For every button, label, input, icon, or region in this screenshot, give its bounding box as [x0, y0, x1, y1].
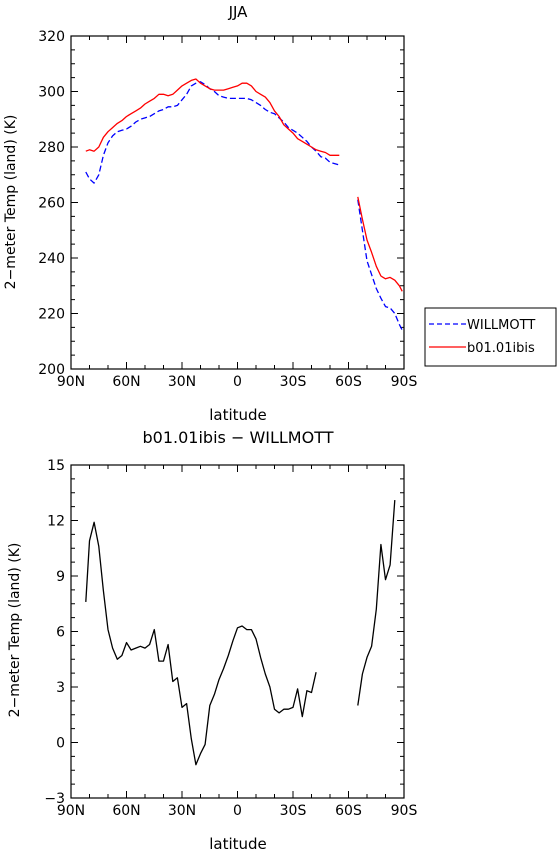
bottom-y-tick-label: 12 — [47, 514, 65, 530]
bottom-x-tick-label: 90S — [391, 803, 418, 819]
bottom-y-tick-label: 15 — [47, 458, 65, 474]
top-y-tick-label: 260 — [38, 196, 65, 212]
bottom-x-tick-label: 0 — [233, 803, 242, 819]
top-chart-series — [85, 78, 403, 331]
top-x-tick-label: 30N — [168, 374, 196, 390]
bottom-y-tick-label: 6 — [56, 625, 65, 641]
bottom-x-tick-label: 90N — [57, 803, 85, 819]
bottom-chart-series — [85, 500, 396, 766]
bottom-chart-frame — [70, 464, 405, 799]
top-x-tick-label: 90S — [391, 374, 418, 390]
bottom-y-tick-label: 3 — [56, 680, 65, 696]
legend-box — [424, 307, 557, 367]
top-y-tick-label: 240 — [38, 251, 65, 267]
bottom-chart-title: b01.01ibis − WILLMOTT — [143, 428, 334, 447]
top-chart-plot-area: 90N 60N 30N 0 30S 60S 90S 200 220 240 260 280 300 320 — [38, 29, 417, 390]
bottom-chart: b01.01ibis − WILLMOTT 90N 60N 30N 0 30S 60S 90… — [7, 428, 417, 851]
top-x-tick-label: 60N — [112, 374, 140, 390]
top-x-tick-label: 60S — [335, 374, 362, 390]
top-chart-ylabel: 2−meter Temp (land) (K) — [3, 115, 19, 290]
top-x-tick-label: 0 — [233, 374, 242, 390]
bottom-series-0-line-segment-1 — [357, 500, 396, 706]
legend-ibis-label: b01.01ibis — [467, 341, 535, 356]
top-chart: JJA 90N 60N 30N 0 30S 60S 90S 200 220 240 260 280 30… — [3, 3, 417, 424]
bottom-x-tick-label: 60N — [112, 803, 140, 819]
bottom-y-tick-label: 9 — [56, 569, 65, 585]
bottom-y-tick-label: 0 — [56, 736, 65, 752]
top-y-tick-label: 320 — [38, 29, 65, 45]
bottom-x-tick-label: 60S — [335, 803, 362, 819]
top-chart-title: JJA — [228, 3, 249, 21]
bottom-x-tick-label: 30S — [280, 803, 307, 819]
bottom-chart-xlabel: latitude — [209, 835, 267, 851]
bottom-chart-ticks: 90N 60N 30N 0 30S 60S 90S −3 0 3 6 9 12 15 — [44, 458, 417, 819]
bottom-x-tick-label: 30N — [168, 803, 196, 819]
top-series-0-line-segment-1 — [357, 199, 403, 331]
bottom-chart-ylabel: 2−meter Temp (land) (K) — [7, 543, 23, 718]
top-y-tick-label: 300 — [38, 85, 65, 101]
top-series-1-line-segment-1 — [357, 196, 403, 292]
top-x-tick-label: 30S — [280, 374, 307, 390]
legend: WILLMOTT b01.01ibis — [424, 307, 557, 367]
bottom-chart-plot-area: 90N 60N 30N 0 30S 60S 90S −3 0 3 6 9 12 15 — [44, 458, 417, 819]
top-series-1-line-segment-0 — [85, 78, 340, 156]
top-y-tick-label: 200 — [38, 362, 65, 378]
top-y-tick-label: 220 — [38, 307, 65, 323]
bottom-series-0-line-segment-0 — [85, 521, 317, 766]
bottom-y-tick-label: −3 — [44, 791, 65, 807]
top-x-tick-label: 90N — [57, 374, 85, 390]
top-chart-xlabel: latitude — [209, 406, 267, 424]
top-series-0-line-segment-0 — [85, 81, 340, 184]
top-y-tick-label: 280 — [38, 140, 65, 156]
top-chart-ticks: 90N 60N 30N 0 30S 60S 90S 200 220 240 260 280 300 320 — [38, 29, 417, 390]
legend-willmott-label: WILLMOTT — [467, 318, 535, 333]
